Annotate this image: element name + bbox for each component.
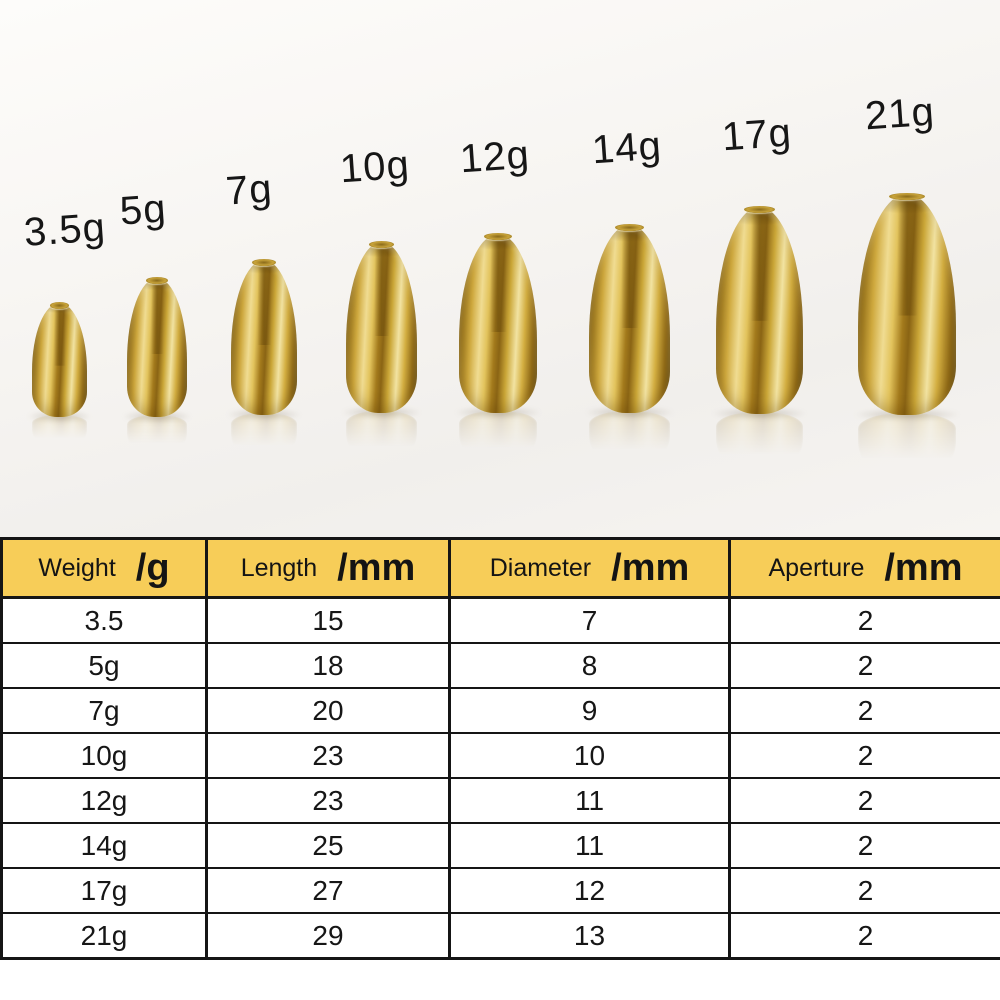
- column-unit: /mm: [884, 546, 963, 589]
- table-row: 14g 25 11 2: [1, 823, 1000, 869]
- column-header-diameter: Diameter/mm: [449, 537, 731, 599]
- table-cell: 14g: [1, 823, 208, 869]
- brass-bullet-weight: [858, 193, 956, 415]
- table-row: 7g 20 9 2: [1, 688, 1000, 734]
- table-cell: 23: [206, 778, 451, 824]
- table-cell: 23: [206, 733, 451, 779]
- bullet-reflection: [231, 413, 297, 463]
- bullet-reflection: [459, 411, 537, 468]
- table-row: 17g 27 12 2: [1, 868, 1000, 914]
- size-label: 12g: [458, 132, 532, 182]
- table-cell: 15: [206, 597, 451, 644]
- column-header-aperture: Aperture/mm: [729, 537, 1000, 599]
- table-cell: 5g: [1, 643, 208, 689]
- table-cell: 27: [206, 868, 451, 914]
- table-cell: 2: [729, 688, 1000, 734]
- table-cell: 2: [729, 868, 1000, 914]
- column-header-inner: Diameter/mm: [451, 540, 728, 596]
- table-row: 10g 23 10 2: [1, 733, 1000, 779]
- spec-table: Weight/g Length/mm Diameter/mm Aperture/mm …: [0, 537, 1000, 960]
- column-header-inner: Length/mm: [208, 540, 448, 596]
- size-label: 17g: [720, 110, 794, 160]
- brass-bullet-weight: [346, 241, 417, 413]
- column-unit: /mm: [611, 546, 690, 589]
- size-label: 3.5g: [22, 205, 108, 255]
- table-cell: 11: [449, 823, 731, 869]
- column-name: Diameter: [489, 553, 592, 582]
- bullet-reflection: [32, 415, 87, 451]
- size-label: 21g: [863, 89, 937, 139]
- size-label: 14g: [590, 123, 664, 173]
- table-cell: 13: [449, 913, 731, 960]
- brass-bullet-weight: [716, 206, 803, 414]
- table-cell: 3.5: [1, 597, 208, 644]
- column-header-inner: Weight/g: [3, 540, 205, 596]
- table-row: 21g 29 13 2: [1, 913, 1000, 960]
- brass-bullet-weight: [589, 224, 670, 413]
- table-cell: 2: [729, 643, 1000, 689]
- column-name: Aperture: [768, 553, 865, 582]
- table-cell: 7: [449, 597, 731, 644]
- table-cell: 10: [449, 733, 731, 779]
- brass-bullet-weight: [32, 302, 87, 417]
- table-cell: 2: [729, 913, 1000, 960]
- bullet-reflection: [127, 415, 187, 459]
- table-cell: 2: [729, 733, 1000, 779]
- bullet-reflection: [716, 412, 803, 478]
- table-cell: 10g: [1, 733, 208, 779]
- column-name: Length: [240, 553, 318, 582]
- table-cell: 11: [449, 778, 731, 824]
- table-cell: 2: [729, 597, 1000, 644]
- brass-bullet-weight: [459, 233, 537, 413]
- header-row: Weight/g Length/mm Diameter/mm Aperture/mm: [1, 537, 1000, 599]
- column-unit: /mm: [337, 546, 416, 589]
- spec-table-head: Weight/g Length/mm Diameter/mm Aperture/mm: [1, 537, 1000, 599]
- table-cell: 2: [729, 823, 1000, 869]
- table-cell: 7g: [1, 688, 208, 734]
- size-label: 10g: [338, 142, 412, 192]
- table-cell: 29: [206, 913, 451, 960]
- table-cell: 25: [206, 823, 451, 869]
- spec-table-body: 3.5 15 7 2 5g 18 8 2 7g 20 9 2 10g 23 10 2 12g 23 11 2 14g 25…: [1, 597, 1000, 960]
- table-row: 3.5 15 7 2: [1, 597, 1000, 644]
- column-unit: /g: [135, 546, 170, 589]
- bullet-reflection: [346, 411, 417, 466]
- table-cell: 20: [206, 688, 451, 734]
- size-label: 5g: [118, 186, 168, 234]
- table-cell: 18: [206, 643, 451, 689]
- size-label: 7g: [224, 166, 274, 214]
- table-cell: 12: [449, 868, 731, 914]
- table-cell: 8: [449, 643, 731, 689]
- column-name: Weight: [38, 553, 116, 582]
- bullet-reflection: [858, 413, 956, 484]
- table-cell: 21g: [1, 913, 208, 960]
- column-header-inner: Aperture/mm: [731, 540, 1000, 596]
- table-row: 5g 18 8 2: [1, 643, 1000, 689]
- bullet-reflection: [589, 411, 670, 471]
- brass-bullet-weight: [231, 259, 297, 415]
- table-cell: 2: [729, 778, 1000, 824]
- table-cell: 17g: [1, 868, 208, 914]
- brass-bullet-weight: [127, 277, 187, 417]
- column-header-length: Length/mm: [206, 537, 451, 599]
- table-row: 12g 23 11 2: [1, 778, 1000, 824]
- table-cell: 12g: [1, 778, 208, 824]
- product-photo: 3.5g 5g 7g 10g 12g 14g 17g 21g: [0, 0, 1000, 537]
- column-header-weight: Weight/g: [1, 537, 208, 599]
- table-cell: 9: [449, 688, 731, 734]
